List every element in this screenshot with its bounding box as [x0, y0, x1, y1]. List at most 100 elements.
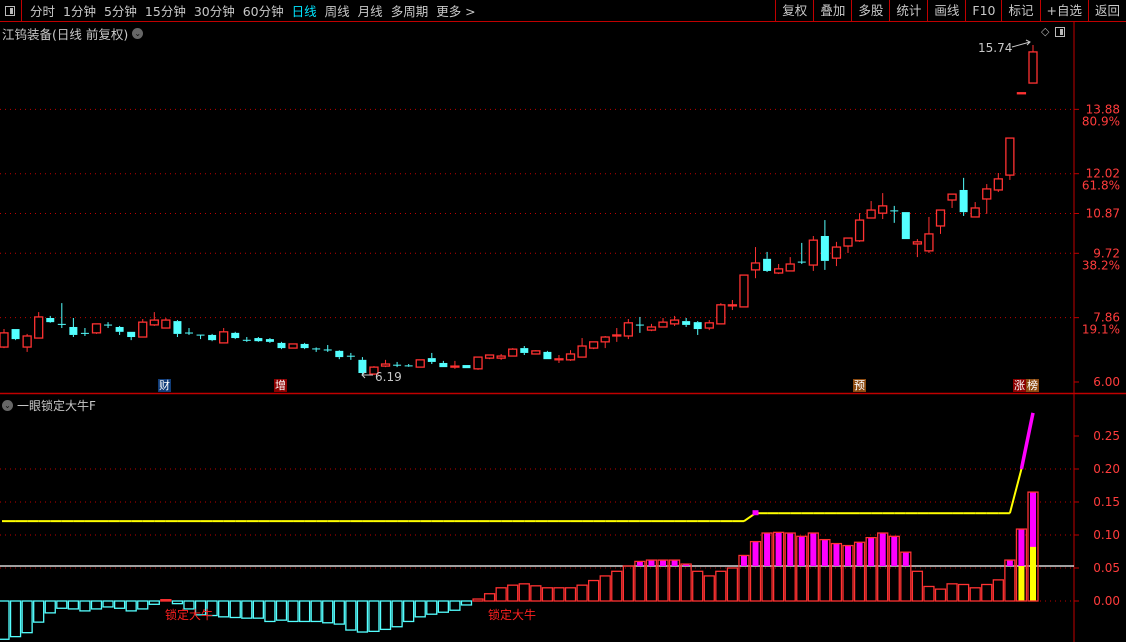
candle	[635, 316, 644, 333]
highlight-fill	[775, 532, 782, 567]
positive-bar	[715, 570, 727, 602]
period-tab[interactable]: 15分钟	[144, 4, 186, 19]
price-label: 10.87	[1086, 206, 1120, 220]
negative-bar	[264, 600, 276, 623]
negative-bar	[460, 600, 473, 606]
candle	[993, 173, 1003, 193]
indicator-line-segment	[1008, 468, 1023, 514]
candle	[773, 264, 784, 275]
positive-bar	[969, 587, 981, 602]
badge-list[interactable]: 榜	[1026, 379, 1039, 392]
negative-bar	[275, 600, 288, 621]
candle-body	[46, 317, 55, 323]
candle	[404, 364, 413, 367]
period-tab[interactable]: 1分钟	[63, 4, 96, 19]
toolbar-button[interactable]: 统计	[889, 0, 927, 22]
diamond-icon[interactable]: ◇	[1041, 25, 1050, 38]
signal-label: 锁定大牛	[165, 608, 214, 622]
indicator-bar	[934, 588, 947, 602]
positive-bar	[518, 583, 530, 602]
period-tab[interactable]: 30分钟	[193, 4, 235, 19]
candle-body	[104, 324, 113, 326]
candle-body	[820, 235, 829, 261]
toolbar-button[interactable]: 复权	[775, 0, 813, 22]
positive-bar	[772, 531, 785, 602]
candle-body	[380, 363, 391, 367]
toolbar-button[interactable]: 返回	[1087, 0, 1126, 22]
toolbar-buttons: 复权 叠加 多股 统计 画线 F10 标记 +自选 返回	[775, 0, 1126, 22]
toolbar-button[interactable]: 画线	[927, 0, 965, 22]
period-tab[interactable]: 日线	[291, 4, 317, 19]
chevron-down-icon[interactable]: ⌄	[132, 28, 144, 39]
negative-bar	[298, 600, 311, 623]
candle-body	[727, 304, 738, 307]
candle	[161, 317, 171, 329]
candle	[115, 325, 124, 335]
price-label: 9.72	[1093, 246, 1120, 260]
positive-bar	[946, 583, 958, 602]
badge-forecast[interactable]: 预	[853, 379, 866, 392]
positive-bar	[541, 587, 554, 602]
candle	[1028, 44, 1038, 84]
candle-body	[935, 209, 946, 227]
positive-bar	[160, 599, 172, 602]
period-tab[interactable]: 60分钟	[242, 4, 284, 19]
positive-bar	[796, 535, 808, 602]
indicator-bar	[218, 600, 230, 618]
period-tab[interactable]: 月线	[357, 4, 383, 19]
toolbar-button[interactable]: F10	[965, 0, 1001, 22]
period-tab[interactable]: 更多 >	[436, 4, 476, 19]
candle	[623, 319, 633, 340]
highlight-fill	[740, 555, 747, 567]
indicator-bar	[113, 600, 126, 609]
period-tab[interactable]: 多周期	[390, 4, 429, 19]
toolbar-button[interactable]: 标记	[1001, 0, 1039, 22]
candle-body	[80, 332, 89, 334]
candle-body	[843, 237, 853, 247]
candle	[242, 337, 251, 342]
panel-toggle-icon[interactable]	[5, 5, 15, 16]
toolbar: 分时 1分钟 5分钟 15分钟 30分钟 60分钟 日线 周线 月线 多周期 更多 > 复权 叠加 多股…	[0, 0, 1126, 22]
candle	[335, 350, 344, 360]
positive-bar	[877, 532, 889, 602]
candle	[22, 333, 32, 352]
chevron-down-icon[interactable]: ⌄	[2, 400, 13, 411]
negative-bar	[113, 600, 126, 609]
period-tab[interactable]: 分时	[30, 4, 56, 19]
candle	[300, 342, 309, 350]
toolbar-button[interactable]: 多股	[851, 0, 889, 22]
candle	[739, 274, 749, 308]
indicator-bar	[403, 600, 415, 623]
candle	[959, 177, 968, 216]
indicator-label: 0.25	[1093, 429, 1120, 443]
toolbar-button[interactable]: 叠加	[813, 0, 851, 22]
positive-bar	[957, 583, 970, 602]
candle	[369, 366, 379, 376]
candle-body	[750, 262, 761, 271]
positive-bar	[842, 544, 854, 602]
candle-body	[0, 332, 9, 348]
period-tab[interactable]: 周线	[324, 4, 350, 19]
candle	[484, 354, 495, 360]
indicator-bar	[611, 570, 623, 602]
indicator-bar	[460, 600, 473, 606]
indicator-bar	[692, 570, 704, 602]
arrow-icon	[1011, 39, 1031, 48]
toolbar-button[interactable]: +自选	[1039, 0, 1088, 22]
indicator-bar	[981, 583, 993, 602]
indicator-bar	[749, 540, 762, 602]
indicator-bar	[796, 535, 808, 602]
candle	[947, 193, 957, 208]
candle-body	[669, 319, 680, 325]
badge-increase[interactable]: 增	[274, 379, 287, 392]
period-tab[interactable]: 5分钟	[103, 4, 137, 19]
panel-toggle-icon[interactable]	[1055, 27, 1065, 37]
indicator-bar	[507, 584, 519, 602]
indicator-bar	[657, 559, 669, 602]
badge-finance[interactable]: 财	[158, 379, 171, 392]
candle	[427, 352, 436, 365]
candle	[104, 322, 113, 329]
candle-body	[393, 364, 402, 366]
badge-limit-up[interactable]: 涨	[1013, 379, 1026, 392]
